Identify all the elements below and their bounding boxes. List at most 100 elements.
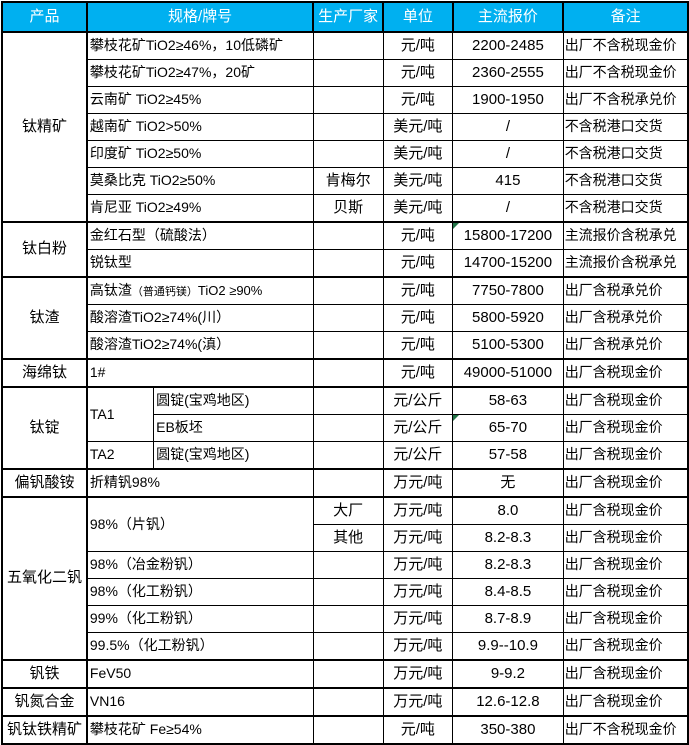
unit-cell: 美元/吨 — [382, 167, 454, 195]
spec-cell: 肯尼亚 TiO2≥49% — [86, 194, 314, 223]
price-text: / — [505, 198, 510, 216]
price-text: 8.4-8.5 — [484, 582, 532, 600]
spec-cell: 98%（冶金粉钒） — [86, 551, 314, 579]
unit-cell: 元/吨 — [382, 304, 454, 332]
price-cell: 2200-2485 — [452, 31, 564, 60]
price-cell: 2360-2555 — [452, 59, 564, 87]
table-row: 钛白粉 金红石型（硫酸法） 元/吨 15800-17200 主流报价含税承兑 — [1, 221, 689, 278]
unit-cell: 万元/吨 — [382, 551, 454, 579]
price-cell: 350-380 — [452, 715, 564, 745]
price-cell: 58-63 — [452, 386, 564, 415]
price-text: 350-380 — [480, 720, 536, 738]
table-row: 五氧化二钒 98%（片钒） 大厂 万元/吨 8.0 出厂含税现金价 — [1, 496, 689, 661]
unit-cell: 万元/吨 — [382, 659, 454, 689]
note-cell: 不含税港口交货 — [562, 167, 689, 195]
price-cell: 14700-15200 — [452, 249, 564, 278]
maker-cell — [312, 86, 384, 114]
unit-cell: 元/吨 — [382, 86, 454, 114]
spec-cell: 攀枝花矿TiO2≥46%，10低磷矿 — [86, 31, 314, 60]
price-text: 65-70 — [488, 418, 528, 436]
note-cell: 出厂含税现金价 — [562, 659, 689, 689]
price-cell: 12.6-12.8 — [452, 687, 564, 717]
maker-cell — [312, 687, 384, 717]
note-cell: 出厂含税现金价 — [562, 441, 689, 470]
note-cell: 出厂含税承兑价 — [562, 331, 689, 360]
col-header-maker: 生产厂家 — [312, 1, 385, 33]
price-text: 58-63 — [488, 391, 528, 409]
price-cell: / — [452, 194, 564, 223]
table-row: 钒铁 FeV50 万元/吨 9-9.2 出厂含税现金价 — [1, 659, 689, 689]
maker-cell — [312, 113, 384, 141]
price-text: 2360-2555 — [472, 63, 544, 81]
price-cell: 57-58 — [452, 441, 564, 470]
unit-cell: 元/吨 — [382, 59, 454, 87]
maker-cell — [312, 358, 384, 388]
unit-cell: 元/公斤 — [382, 386, 454, 415]
price-text: 7750-7800 — [472, 281, 544, 299]
price-text: / — [505, 144, 510, 162]
unit-cell: 万元/吨 — [382, 578, 454, 606]
price-text: 5800-5920 — [472, 308, 544, 326]
note-cell: 不含税港口交货 — [562, 113, 689, 141]
table-row: 海绵钛 1# 元/吨 49000-51000 出厂含税现金价 — [1, 358, 689, 388]
price-cell: 8.2-8.3 — [452, 551, 564, 579]
note-cell: 出厂含税承兑价 — [562, 276, 689, 305]
spec-cell: 99%（化工粉钒） — [86, 605, 314, 633]
price-text: 12.6-12.8 — [476, 692, 540, 710]
note-cell: 出厂含税现金价 — [562, 524, 689, 552]
table-row: 99.5%（化工粉钒） 万元/吨 9.9--10.9 出厂含税现金价 — [2, 632, 689, 661]
maker-cell: 大厂 — [312, 496, 384, 525]
spec-cell: 越南矿 TiO2>50% — [86, 113, 314, 141]
note-cell: 出厂含税现金价 — [562, 358, 689, 388]
table-row: 钛锭 TA1 圆锭(宝鸡地区) 元/公斤 58-63 出厂含税现金价 — [1, 386, 689, 470]
product-cell: 钒铁 — [1, 659, 88, 689]
price-cell: 8.0 — [452, 496, 564, 525]
price-text: 49000-51000 — [463, 363, 553, 381]
product-cell: 钒钛铁精矿 — [1, 715, 88, 745]
spec-cell: 锐钛型 — [86, 249, 314, 278]
price-text: 无 — [500, 473, 516, 491]
note-cell: 出厂不含税现金价 — [562, 31, 689, 60]
green-triangle-icon — [453, 415, 460, 421]
spec-grade-cell: TA1 — [86, 386, 155, 442]
price-cell: 8.4-8.5 — [452, 578, 564, 606]
product-cell: 钛锭 — [1, 386, 88, 470]
note-cell: 出厂含税现金价 — [562, 414, 689, 442]
price-cell: 9-9.2 — [452, 659, 564, 689]
price-cell: 65-70 — [452, 414, 564, 442]
spec-shape-cell: EB板坯 — [153, 414, 314, 442]
price-text: 8.2-8.3 — [484, 528, 532, 546]
maker-cell — [312, 31, 384, 60]
table-row: 其他 万元/吨 8.2-8.3 出厂含税现金价 — [2, 524, 689, 552]
maker-cell — [312, 551, 384, 579]
table-row: 莫桑比克 TiO2≥50% 肯梅尔 美元/吨 415 不含税港口交货 — [2, 167, 689, 195]
unit-cell: 元/公斤 — [382, 441, 454, 470]
price-cell: 8.2-8.3 — [452, 524, 564, 552]
unit-cell: 美元/吨 — [382, 194, 454, 223]
note-cell: 出厂含税承兑价 — [562, 304, 689, 332]
table-row: 攀枝花矿TiO2≥47%，20矿 元/吨 2360-2555 出厂不含税现金价 — [2, 59, 689, 87]
spec-cell: VN16 — [86, 687, 314, 717]
price-text: 9-9.2 — [490, 664, 526, 682]
table-row: 98%（冶金粉钒） 万元/吨 8.2-8.3 出厂含税现金价 — [2, 551, 689, 579]
product-cell: 偏钒酸铵 — [1, 468, 88, 498]
maker-cell — [312, 221, 384, 250]
spec-cell: 98%（化工粉钒） — [86, 578, 314, 606]
spec-text-part: 高钛渣 — [89, 282, 132, 299]
table-row: 98%（化工粉钒） 万元/吨 8.4-8.5 出厂含税现金价 — [2, 578, 689, 606]
note-cell: 出厂含税现金价 — [562, 386, 689, 415]
spec-cell: 云南矿 TiO2≥45% — [86, 86, 314, 114]
spec-cell: 1# — [86, 358, 314, 388]
col-header-note: 备注 — [562, 1, 689, 33]
unit-cell: 元/吨 — [382, 331, 454, 360]
unit-cell: 美元/吨 — [382, 140, 454, 168]
maker-cell — [312, 331, 384, 360]
price-text: 57-58 — [488, 445, 528, 463]
spec-cell: 酸溶渣TiO2≥74%(川） — [86, 304, 314, 332]
spec-cell: 折精钒98% — [86, 468, 314, 498]
unit-cell: 元/吨 — [382, 31, 454, 60]
table-row: 钛渣 高钛渣（普通钙镁）TiO2 ≥90% 元/吨 7750-7800 出厂含税承兑价 — [1, 276, 689, 360]
price-cell: 1900-1950 — [452, 86, 564, 114]
price-text: / — [505, 117, 510, 135]
unit-cell: 万元/吨 — [382, 605, 454, 633]
